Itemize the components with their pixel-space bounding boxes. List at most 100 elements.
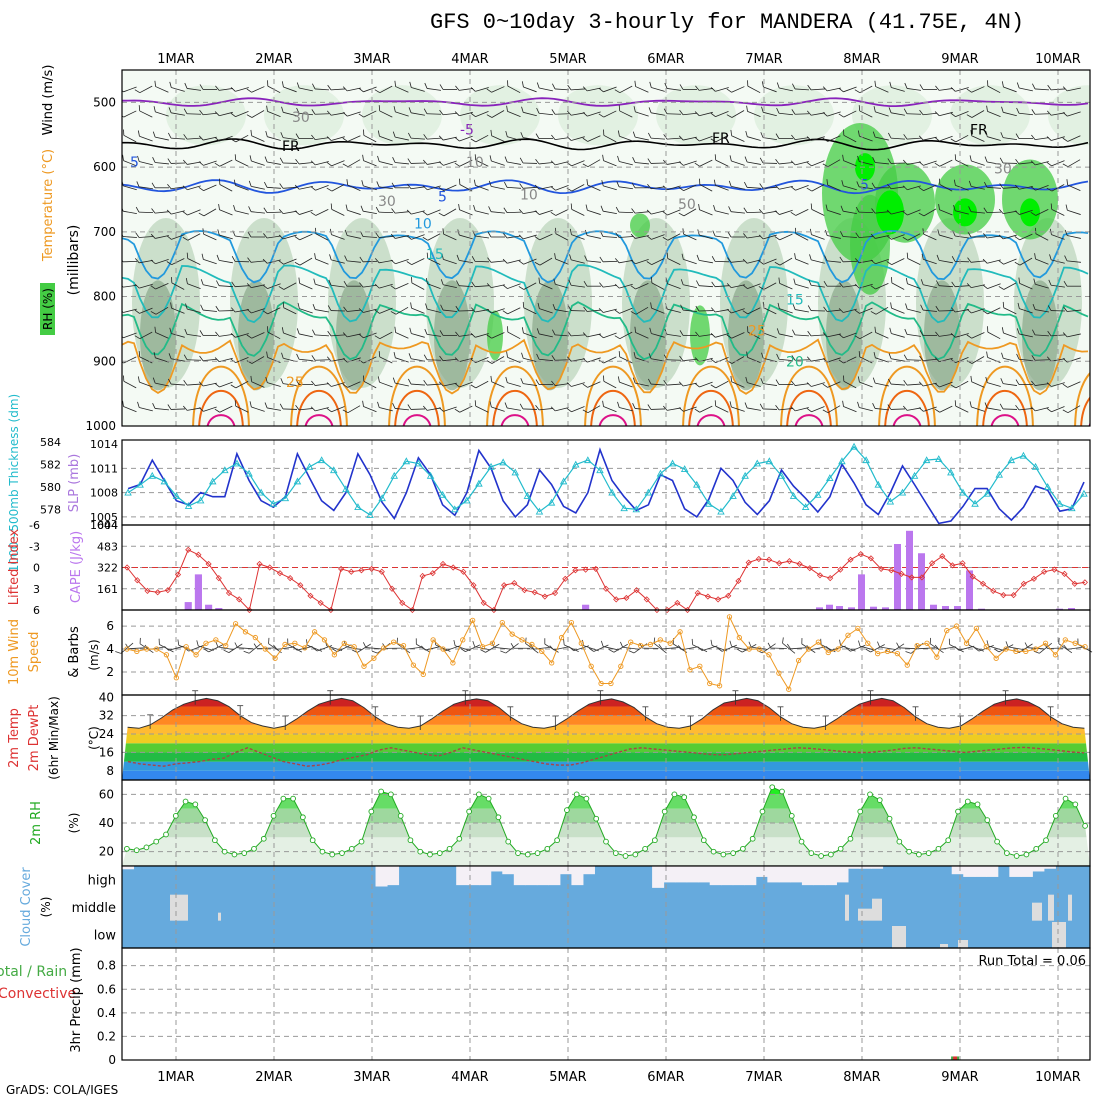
- lifted-index-point: [460, 568, 467, 575]
- wind-barb: [792, 303, 809, 313]
- wind-barb: [135, 206, 154, 214]
- wind-barb: [984, 156, 1001, 165]
- wind-barb-10m: [786, 643, 807, 650]
- wind-barb: [662, 233, 681, 241]
- wind-speed-point: [608, 680, 614, 687]
- wind-barb: [598, 86, 617, 93]
- wind-barb: [807, 330, 826, 337]
- wind-barb: [615, 206, 634, 214]
- wind-barb: [391, 208, 410, 214]
- rh2m-point: [1043, 837, 1049, 844]
- wind-barb: [1032, 303, 1049, 313]
- wind-barb: [614, 258, 633, 264]
- wind-barb: [759, 403, 778, 410]
- wind-barb-10m: [1033, 642, 1053, 654]
- lifted-index-point: [990, 587, 997, 594]
- wind-barb: [342, 159, 361, 168]
- wind-barb: [439, 330, 457, 336]
- wind-barb: [761, 106, 777, 117]
- wind-barb: [695, 85, 713, 91]
- wind-barb-10m: [351, 643, 371, 653]
- wind-barb: [198, 160, 217, 166]
- wind-barb: [521, 106, 537, 117]
- footer-credit: GrADS: COLA/IGES: [6, 1083, 119, 1097]
- x-tick-label-top: 9MAR: [941, 52, 978, 67]
- precip-convective-bar: [953, 1056, 958, 1060]
- contour-label: 5: [300, 18, 309, 34]
- wind-barb: [728, 180, 745, 190]
- wind-barb: [1002, 301, 1017, 315]
- axis-title-rh-unit: (%): [67, 813, 81, 834]
- lifted-index-point: [878, 565, 885, 572]
- thickness-point: [874, 480, 883, 488]
- rh2m-point: [681, 794, 688, 801]
- wind-barb: [406, 234, 425, 240]
- wind-barb: [746, 105, 761, 118]
- wind-barb: [123, 129, 137, 143]
- wind-barb: [903, 380, 922, 386]
- wind-speed-point: [1033, 646, 1039, 652]
- wind-barb: [1031, 109, 1050, 115]
- wind-barb: [614, 85, 633, 94]
- wind-barb: [503, 207, 522, 214]
- contour-label: 10: [520, 187, 538, 203]
- wind-barb: [153, 352, 169, 363]
- lifted-index-point: [918, 574, 925, 581]
- isotherm-surface-arch: [192, 365, 250, 426]
- cape-bar: [816, 607, 823, 610]
- wind-barb: [454, 381, 473, 388]
- wind-barb: [198, 381, 217, 387]
- temp-band: [122, 761, 1090, 771]
- thickness-point: [1068, 504, 1076, 512]
- wind-speed-point: [282, 641, 288, 648]
- cloud-high-gap: [456, 866, 469, 886]
- cloud-low-gap: [940, 944, 948, 948]
- isotherm-surface-arch: [584, 365, 642, 426]
- wind-barb: [633, 106, 649, 117]
- thickness-point: [1055, 499, 1064, 507]
- wind-barb: [822, 381, 841, 388]
- cloud-low-gap: [892, 926, 906, 948]
- wind-barb: [150, 282, 169, 290]
- wind-barb: [854, 307, 873, 314]
- wind-speed-point: [677, 629, 683, 635]
- wind-barb: [217, 229, 233, 240]
- wind-barb: [182, 405, 201, 411]
- rh2m-point: [994, 838, 1000, 845]
- wind-barb: [646, 234, 665, 240]
- rh2m-point: [749, 835, 756, 842]
- wind-barb: [921, 253, 937, 265]
- wind-barb: [679, 109, 698, 116]
- wind-barb: [279, 183, 298, 189]
- wind-speed-point: [1072, 640, 1078, 646]
- wind-barb: [806, 356, 825, 362]
- wind-barb: [680, 279, 697, 289]
- wind-barb: [171, 277, 185, 290]
- wind-barb: [582, 332, 601, 338]
- wind-speed-point: [381, 645, 387, 651]
- wind-speed-point: [924, 640, 930, 646]
- thickness-point: [692, 480, 701, 488]
- lifted-index-point: [378, 568, 385, 575]
- thickness-point: [414, 459, 423, 467]
- wind-speed-point: [420, 671, 426, 677]
- wind-barb: [856, 181, 873, 190]
- wind-barb: [710, 333, 729, 338]
- wind-barb-10m: [243, 642, 262, 654]
- wind-barb: [696, 280, 714, 288]
- wind-speed-point: [272, 655, 278, 661]
- wind-speed-point: [894, 650, 901, 657]
- wind-barb: [826, 179, 841, 192]
- wind-barb: [185, 277, 201, 289]
- wind-barb: [1030, 208, 1049, 216]
- contour-label: FR: [282, 139, 300, 155]
- wind-barb: [214, 159, 233, 167]
- cape-bar: [184, 602, 192, 610]
- lifted-index-point: [501, 582, 508, 589]
- wind-barb: [825, 204, 841, 215]
- wind-barb: [838, 308, 857, 313]
- wind-barb: [295, 133, 313, 140]
- wind-barb: [745, 376, 761, 387]
- wind-barb: [250, 129, 265, 142]
- wind-barb: [1046, 136, 1065, 141]
